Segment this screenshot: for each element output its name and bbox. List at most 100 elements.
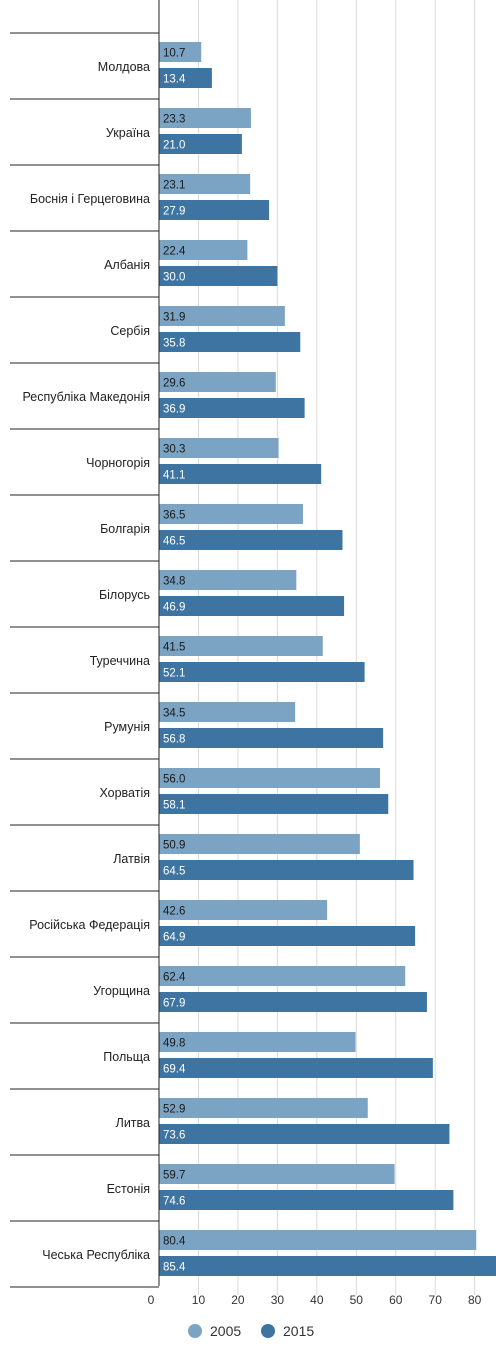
bar-2005 [159, 306, 285, 326]
bar-2015 [159, 992, 427, 1012]
category-label: Сербія [110, 324, 150, 338]
category-label: Латвія [113, 852, 150, 866]
data-label-2005: 56.0 [163, 774, 185, 786]
bar-2015 [159, 794, 389, 814]
data-label-2005: 34.5 [163, 708, 185, 720]
bar-2015 [159, 860, 414, 880]
category-label: Болгарія [100, 522, 150, 536]
bar-2005 [159, 438, 279, 458]
data-label-2005: 52.9 [163, 1104, 185, 1116]
data-label-2015: 73.6 [163, 1130, 185, 1142]
data-label-2005: 41.5 [163, 642, 185, 654]
data-label-2015: 35.8 [163, 338, 185, 350]
legend-swatch-2005 [188, 1324, 202, 1338]
category-separators [10, 32, 159, 1288]
category-label: Україна [106, 126, 150, 140]
data-label-2015: 27.9 [163, 206, 185, 218]
x-tick-label: 70 [429, 1293, 443, 1307]
x-tick-label: 80 [468, 1293, 482, 1307]
bar-2005 [159, 966, 406, 986]
legend-swatch-2015 [261, 1324, 275, 1338]
bar-2005 [159, 702, 296, 722]
category-label: Литва [116, 1116, 150, 1130]
category-label: Туреччина [90, 654, 150, 668]
bar-2005 [159, 900, 328, 920]
data-label-2005: 30.3 [163, 444, 185, 456]
bar-2005 [159, 570, 297, 590]
bar-2005 [159, 240, 248, 260]
data-label-2015: 46.5 [163, 536, 185, 548]
category-label: Албанія [104, 258, 150, 272]
category-label: Чеська Республіка [42, 1248, 150, 1262]
data-label-2005: 22.4 [163, 246, 186, 258]
data-label-2015: 69.4 [163, 1064, 186, 1076]
x-tick-label: 10 [192, 1293, 206, 1307]
data-label-2015: 52.1 [163, 668, 185, 680]
category-label: Хорватія [99, 786, 150, 800]
x-tick-label: 40 [310, 1293, 324, 1307]
bar-2005 [159, 1098, 368, 1118]
data-label-2005: 29.6 [163, 378, 185, 390]
bar-2015 [159, 926, 416, 946]
bar-2005 [159, 636, 323, 656]
category-label: Естонія [107, 1182, 150, 1196]
legend-label-2015: 2015 [283, 1323, 314, 1339]
bar-2005 [159, 174, 251, 194]
bar-2015 [159, 332, 301, 352]
bar-2005 [159, 1032, 356, 1052]
data-label-2005: 10.7 [163, 48, 185, 60]
data-label-2015: 67.9 [163, 998, 185, 1010]
bar-2015 [159, 266, 278, 286]
data-label-2005: 80.4 [163, 1236, 186, 1248]
bar-2005 [159, 372, 276, 392]
data-label-2015: 74.6 [163, 1196, 185, 1208]
category-label: Білорусь [99, 588, 150, 602]
data-label-2015: 85.4 [163, 1262, 186, 1274]
bar-2005 [159, 1164, 395, 1184]
category-label: Румунія [104, 720, 150, 734]
bar-2015 [159, 662, 365, 682]
data-label-2005: 31.9 [163, 312, 185, 324]
category-label: Російська Федерація [29, 918, 150, 932]
data-label-2005: 50.9 [163, 840, 185, 852]
bar-2015 [159, 464, 322, 484]
bar-2015 [159, 1256, 496, 1276]
x-tick-label: 50 [350, 1293, 364, 1307]
bar-2015 [159, 398, 305, 418]
data-label-2005: 59.7 [163, 1170, 185, 1182]
bar-2005 [159, 42, 202, 62]
bar-2005 [159, 768, 380, 788]
data-label-2015: 41.1 [163, 470, 185, 482]
bar-2005 [159, 1230, 477, 1250]
data-label-2005: 62.4 [163, 972, 186, 984]
bar-2015 [159, 530, 343, 550]
bar-2005 [159, 108, 251, 128]
x-tick-labels: 0 10 20 30 40 50 60 70 80 [148, 1293, 482, 1307]
bar-2015 [159, 200, 270, 220]
category-label: Угорщина [93, 984, 150, 998]
x-tick-label: 60 [389, 1293, 403, 1307]
data-label-2015: 56.8 [163, 734, 185, 746]
data-label-2005: 49.8 [163, 1038, 185, 1050]
data-label-2005: 23.1 [163, 180, 185, 192]
category-label: Республіка Македонія [23, 390, 150, 404]
data-label-2005: 42.6 [163, 906, 185, 918]
data-label-2015: 30.0 [163, 272, 185, 284]
x-tick-label: 0 [148, 1293, 155, 1307]
bar-2015 [159, 1058, 433, 1078]
bar-2005 [159, 834, 360, 854]
bar-2015 [159, 596, 345, 616]
bar-2015 [159, 134, 242, 154]
data-label-2015: 64.5 [163, 866, 185, 878]
category-label: Молдова [98, 60, 150, 74]
category-label: Чорногорія [86, 456, 150, 470]
bars: 10.7 13.4 23.3 21.0 23.1 27.9 22.4 30.0 31.9 35.8… [159, 42, 496, 1276]
data-label-2005: 36.5 [163, 510, 185, 522]
data-label-2005: 34.8 [163, 576, 185, 588]
data-label-2015: 13.4 [163, 74, 186, 86]
bar-2015 [159, 68, 212, 88]
data-label-2015: 36.9 [163, 404, 185, 416]
bar-2015 [159, 1190, 454, 1210]
x-tick-label: 20 [231, 1293, 245, 1307]
